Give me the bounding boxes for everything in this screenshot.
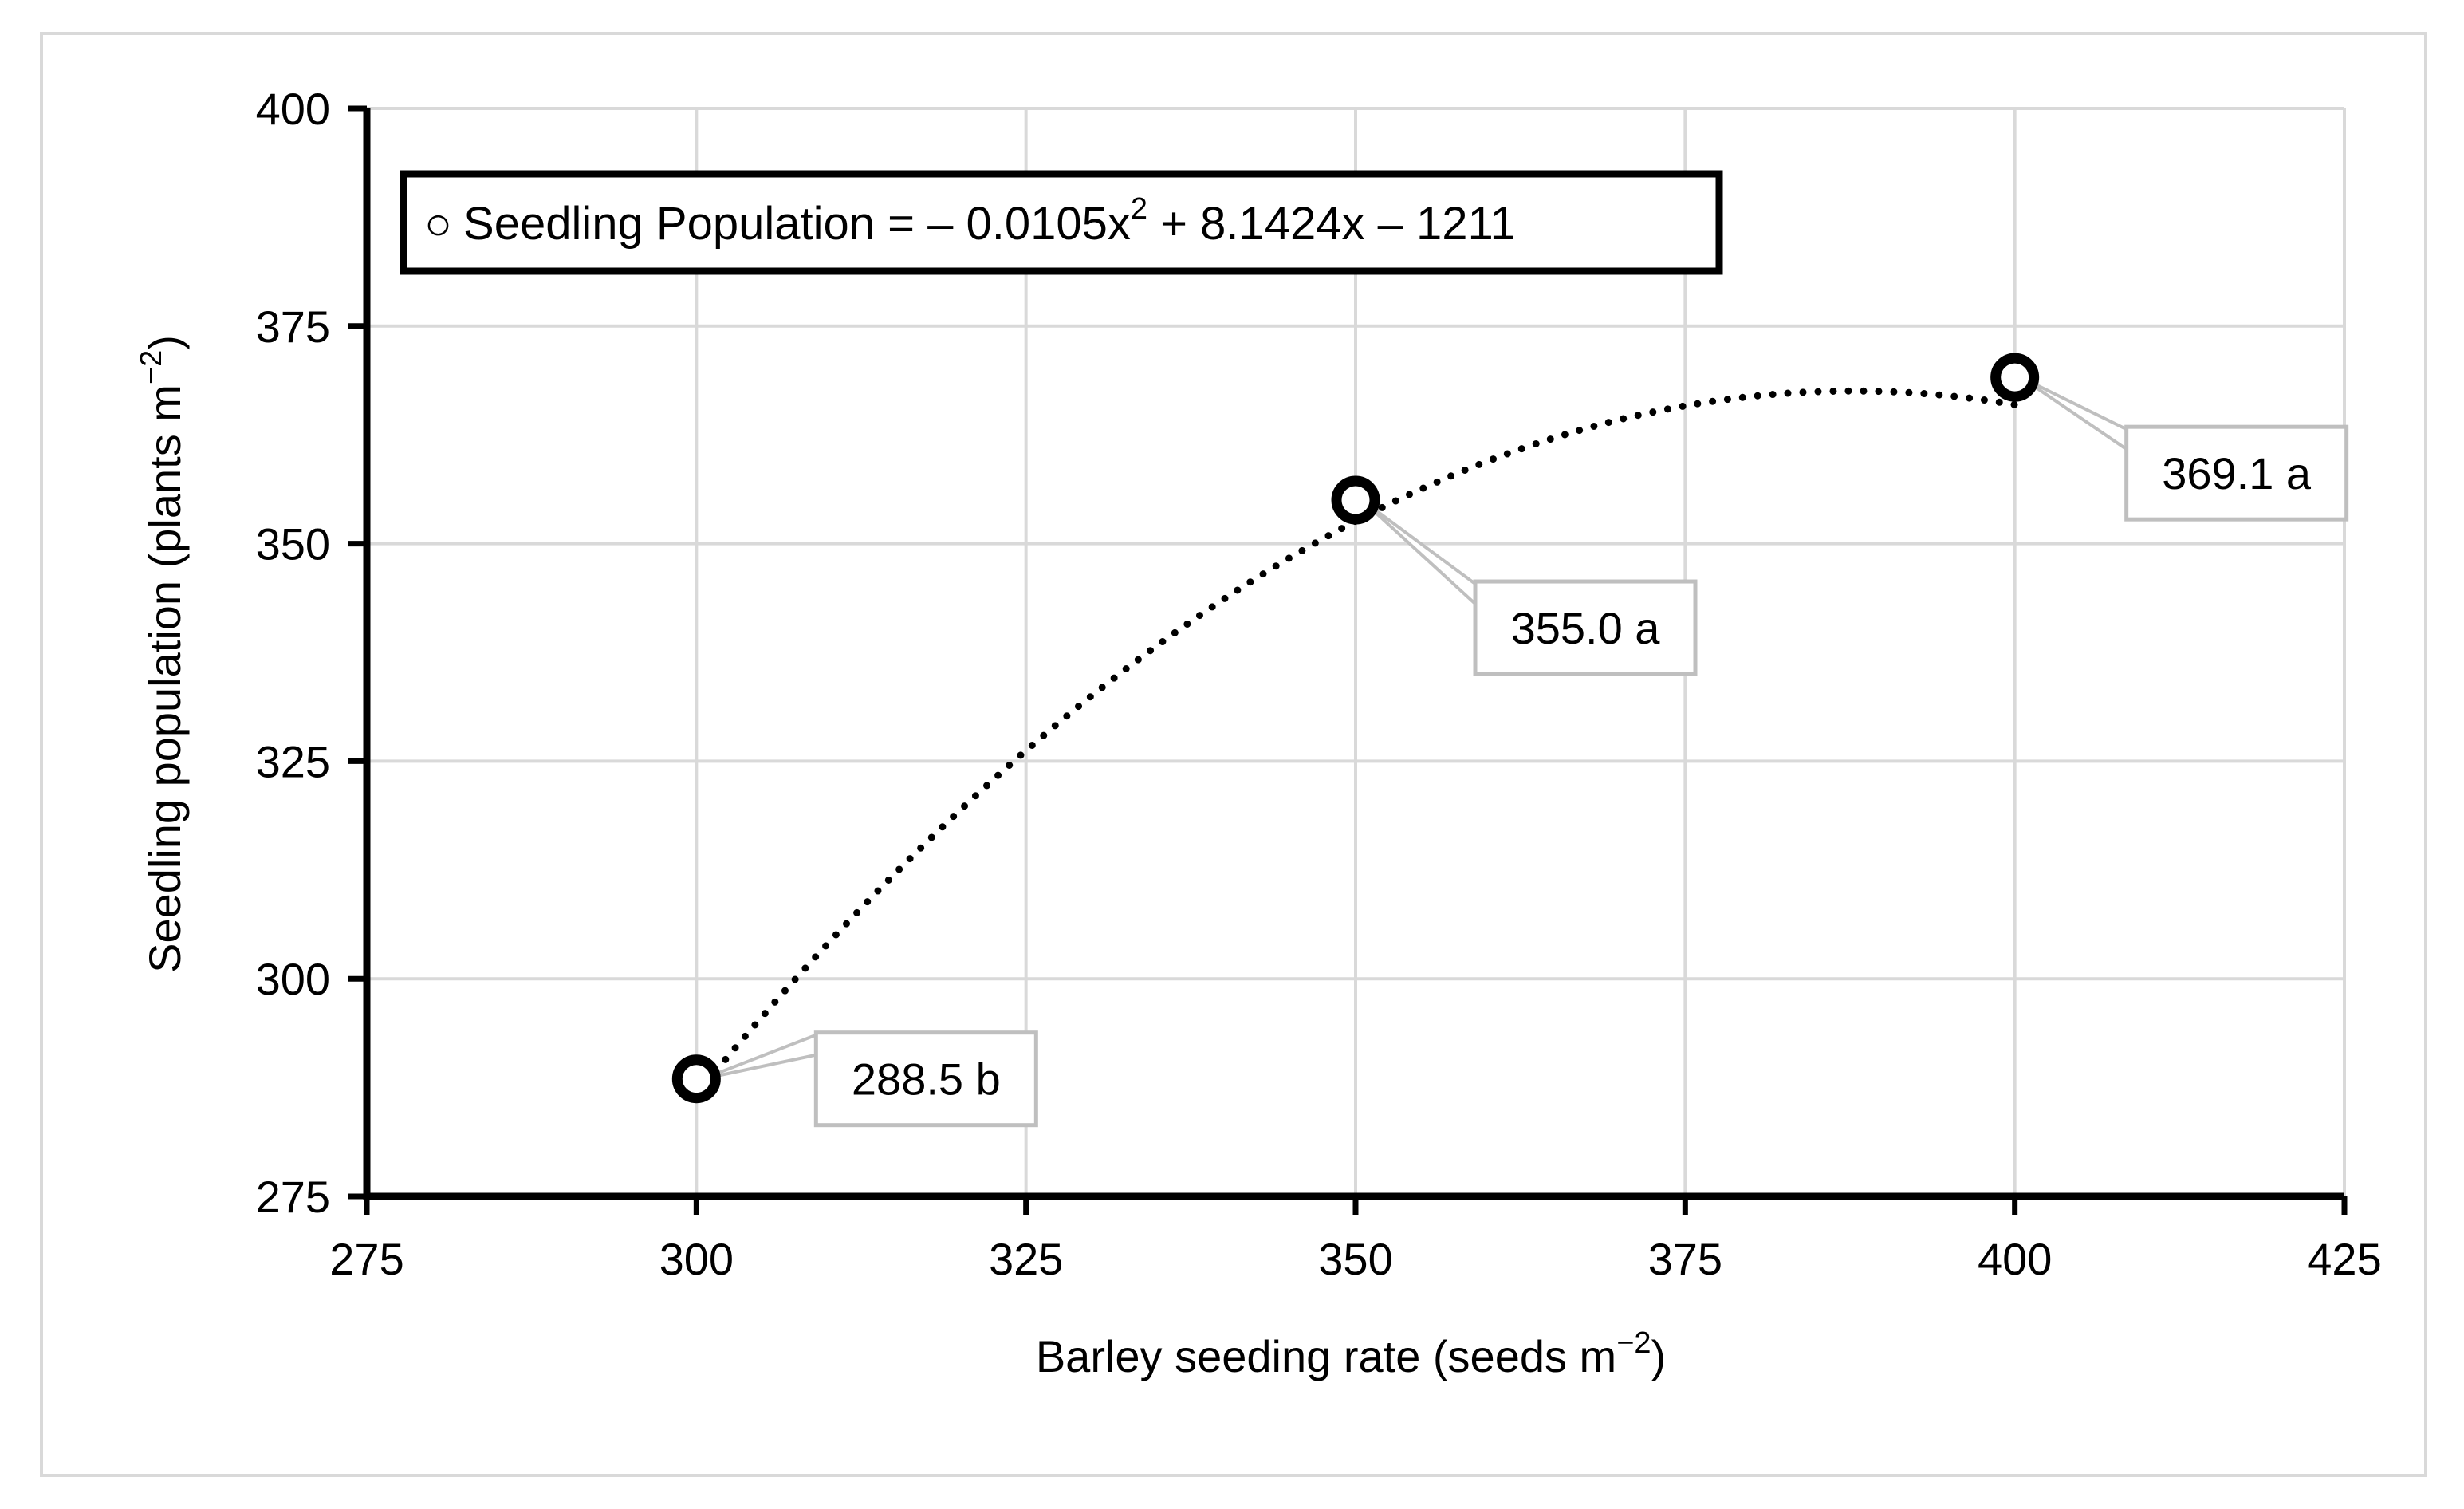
gridlines: [367, 107, 2346, 1196]
data-points: [671, 353, 2040, 1104]
x-tick-label: 300: [659, 1234, 734, 1284]
axes: [348, 105, 2348, 1215]
y-tick-label: 300: [256, 954, 330, 1004]
x-tick-label: 400: [1978, 1234, 2052, 1284]
y-tick-label: 325: [256, 736, 330, 786]
legend: ○ Seedling Population = – 0.0105x2 + 8.14…: [400, 170, 1723, 275]
y-tick-label: 350: [256, 519, 330, 569]
x-tick-label: 275: [329, 1234, 403, 1284]
legend-text: ○ Seedling Population = – 0.0105x2 + 8.14…: [424, 192, 1516, 250]
x-tick-label: 375: [1648, 1234, 1722, 1284]
data-labels: 288.5 b 355.0 a 369.1 a: [701, 376, 2349, 1128]
x-tick-label: 325: [989, 1234, 1063, 1284]
y-tick-label: 275: [256, 1172, 330, 1222]
data-point: [1990, 353, 2040, 402]
data-label: 288.5 b: [852, 1054, 1001, 1105]
data-label: 355.0 a: [1511, 603, 1661, 653]
data-label-box: [2124, 424, 2349, 522]
x-tick-label: 425: [2307, 1234, 2381, 1284]
y-tick-label: 400: [256, 84, 330, 134]
y-tick-label: 375: [256, 301, 330, 352]
data-label-pointer: [2019, 376, 2128, 451]
data-label: 369.1 a: [2162, 448, 2312, 498]
legend-marker: ○: [424, 198, 452, 250]
tick-labels: 275 300 325 350 375 400 425 275 300 325 350 375 400: [256, 84, 2382, 1284]
data-label-box: [813, 1030, 1038, 1128]
data-point: [1331, 475, 1380, 525]
x-axis-label: Barley seeding rate (seeds m−2): [1036, 1326, 1666, 1381]
y-axis-label: Seedling population (plants m−2): [135, 335, 190, 973]
x-tick-label: 350: [1318, 1234, 1392, 1284]
data-label-box: [1473, 579, 1698, 676]
data-label-pointer: [1360, 498, 1477, 606]
data-point: [671, 1054, 721, 1104]
legend-box: [400, 170, 1723, 275]
